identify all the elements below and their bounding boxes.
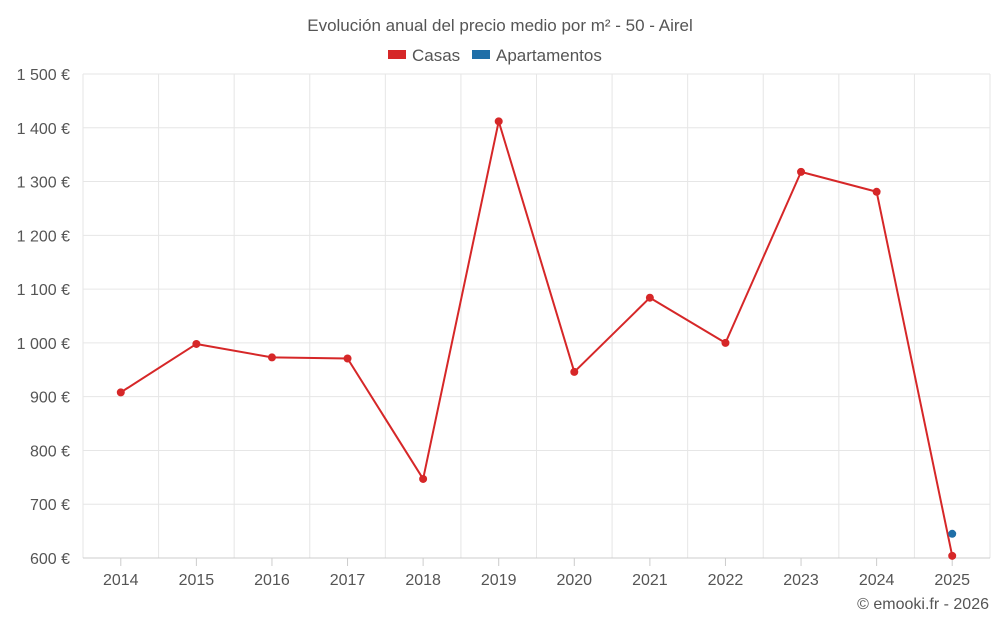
- x-tick-label: 2021: [632, 572, 668, 589]
- legend-swatch-apartamentos[interactable]: [472, 50, 490, 59]
- y-axis: 600 € 700 € 800 € 900 € 1 000 € 1 100 € 1 200 …: [17, 67, 70, 568]
- data-point[interactable]: [192, 339, 201, 348]
- x-tick-label: 2023: [783, 572, 819, 589]
- data-point[interactable]: [419, 474, 428, 483]
- x-tick-label: 2017: [330, 572, 366, 589]
- data-point[interactable]: [116, 388, 125, 397]
- y-tick-label: 1 200 €: [17, 228, 70, 245]
- y-tick-label: 1 500 €: [17, 67, 70, 84]
- y-tick-label: 600 €: [30, 551, 70, 568]
- data-point[interactable]: [570, 367, 579, 376]
- series-line: [120, 120, 954, 557]
- data-point[interactable]: [797, 167, 806, 176]
- x-tick-label: 2014: [103, 572, 139, 589]
- y-tick-label: 1 100 €: [17, 282, 70, 299]
- data-point[interactable]: [267, 353, 276, 362]
- data-point[interactable]: [645, 293, 654, 302]
- chart-grid: [82, 73, 991, 559]
- y-tick-label: 1 000 €: [17, 336, 70, 353]
- series-apartamentos: [948, 529, 957, 538]
- legend-swatch-casas[interactable]: [388, 50, 406, 59]
- y-tick-label: 700 €: [30, 497, 70, 514]
- y-tick-label: 1 300 €: [17, 175, 70, 192]
- data-point[interactable]: [948, 529, 957, 538]
- x-tick-label: 2022: [708, 572, 744, 589]
- x-axis: 2014 2015 2016 2017 2018 2019 2020 2021 2022 2023…: [83, 557, 990, 589]
- data-point[interactable]: [872, 187, 881, 196]
- data-point[interactable]: [343, 354, 352, 363]
- series-casas: [116, 117, 957, 560]
- chart-credit: © emooki.fr - 2026: [857, 596, 989, 613]
- x-tick-label: 2015: [179, 572, 215, 589]
- data-point[interactable]: [494, 117, 503, 126]
- x-tick-label: 2025: [934, 572, 970, 589]
- y-tick-label: 1 400 €: [17, 121, 70, 138]
- x-tick-label: 2024: [859, 572, 895, 589]
- x-tick-label: 2018: [405, 572, 441, 589]
- data-point[interactable]: [721, 338, 730, 347]
- chart-legend: Casas Apartamentos: [388, 46, 602, 65]
- legend-label-apartamentos[interactable]: Apartamentos: [496, 46, 602, 65]
- x-tick-label: 2016: [254, 572, 290, 589]
- y-tick-label: 800 €: [30, 443, 70, 460]
- y-tick-label: 900 €: [30, 390, 70, 407]
- x-tick-label: 2019: [481, 572, 517, 589]
- legend-label-casas[interactable]: Casas: [412, 46, 460, 65]
- x-tick-label: 2020: [556, 572, 592, 589]
- chart-title: Evolución anual del precio medio por m² …: [307, 16, 693, 35]
- data-point[interactable]: [948, 551, 957, 560]
